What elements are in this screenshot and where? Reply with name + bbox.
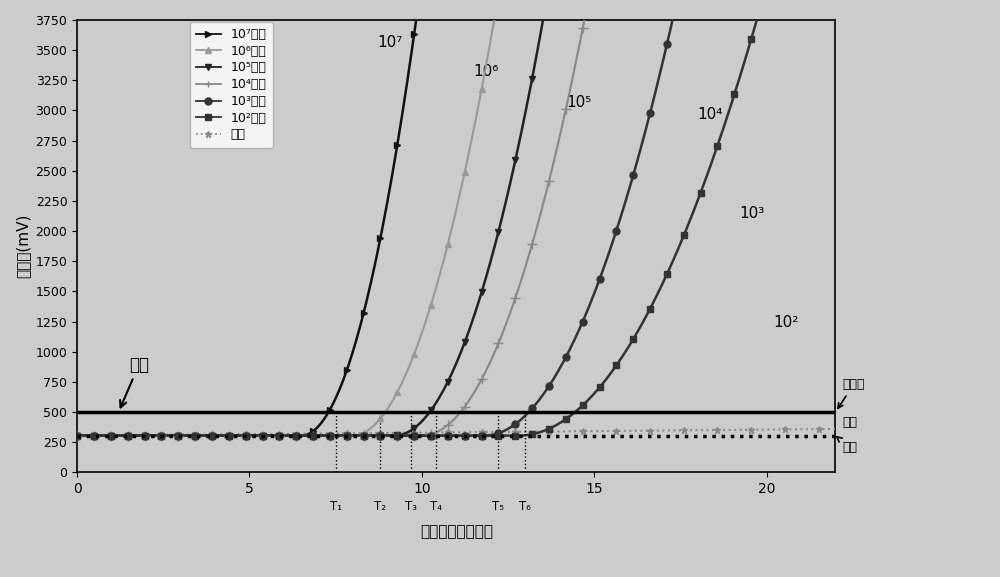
Text: 10²: 10² [773,315,799,330]
Text: T₄: T₄ [430,500,442,513]
Text: 基线: 基线 [837,437,857,454]
Text: 10⁵: 10⁵ [567,95,592,110]
Text: 10⁷: 10⁷ [377,35,402,50]
Y-axis label: 荧光値(mV): 荧光値(mV) [15,214,30,278]
Text: 10⁶: 10⁶ [474,65,499,80]
Text: T₁: T₁ [330,500,342,513]
Text: 阈値: 阈値 [120,356,149,407]
Text: 10³: 10³ [739,205,764,220]
Text: 10⁴: 10⁴ [698,107,723,122]
Text: T₃: T₃ [405,500,417,513]
Text: 阈値线: 阈値线 [838,378,865,408]
X-axis label: 反应时间（分钟）: 反应时间（分钟） [420,524,493,539]
Text: T₆: T₆ [519,500,531,513]
Text: T₅: T₅ [492,500,504,513]
Text: T₂: T₂ [374,500,386,513]
Legend: 10⁷拷贝, 10⁶拷贝, 10⁵拷贝, 10⁴拷贝, 10³拷贝, 10²拷贝, 阴性: 10⁷拷贝, 10⁶拷贝, 10⁵拷贝, 10⁴拷贝, 10³拷贝, 10²拷贝… [190,22,273,148]
Text: 阴性: 阴性 [842,416,857,429]
